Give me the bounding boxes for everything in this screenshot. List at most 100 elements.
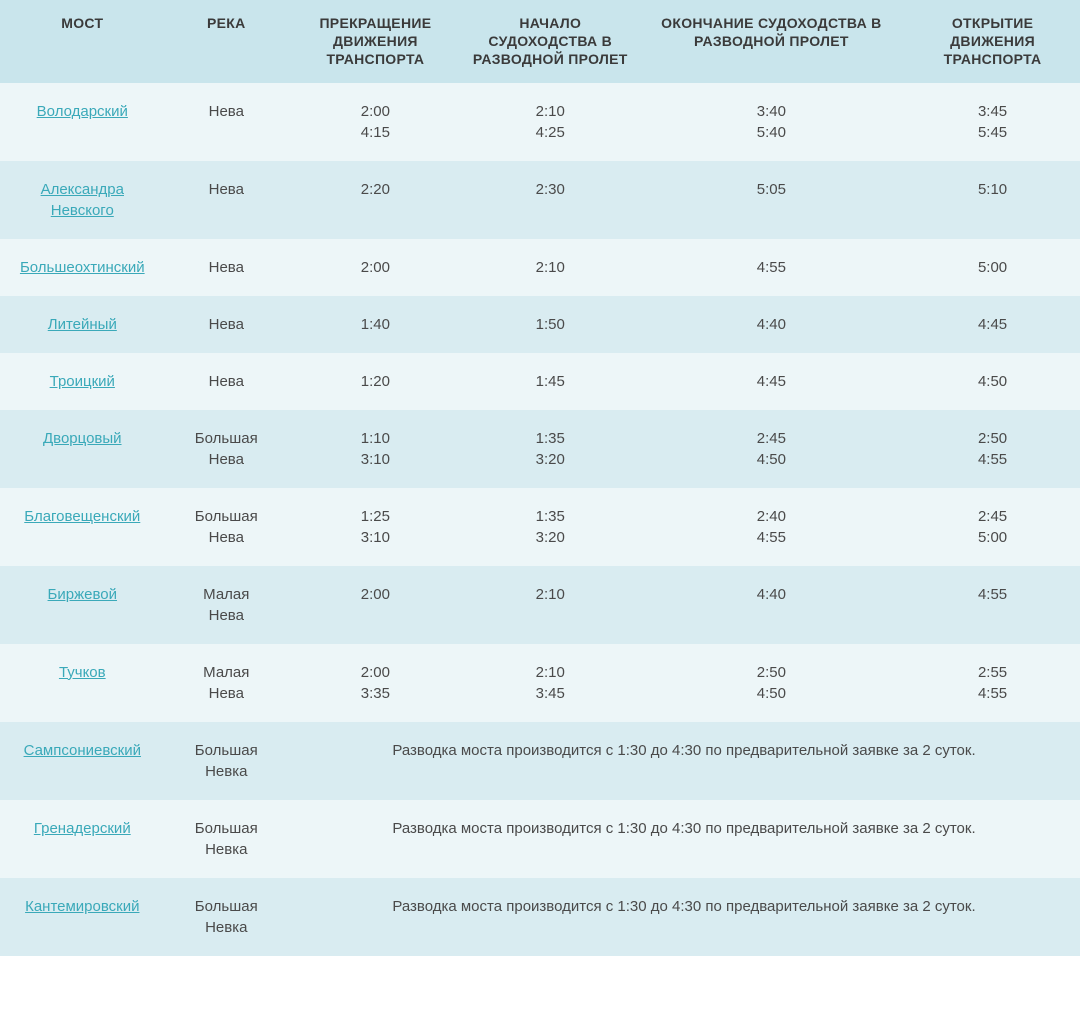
bridge-cell: Большеохтинский — [0, 239, 165, 296]
bridge-link[interactable]: Литейный — [48, 316, 117, 333]
open-cell-value: 5:10 — [978, 181, 1007, 198]
end-nav-cell: 4:40 — [638, 566, 905, 644]
end-nav-cell-value: 4:45 — [757, 373, 786, 390]
open-cell-value: 5:00 — [978, 529, 1007, 546]
stop-cell-value: 2:00 — [361, 586, 390, 603]
table-row: ГренадерскийБольшаяНевкаРазводка моста п… — [0, 800, 1080, 878]
open-cell: 2:55 4:55 — [905, 644, 1080, 722]
open-cell-value: 2:55 — [978, 664, 1007, 681]
col-header-end-nav: ОКОНЧАНИЕ СУДОХОДСТВА В РАЗВОДНОЙ ПРОЛЕТ — [638, 0, 905, 83]
open-cell-value: 4:55 — [978, 685, 1007, 702]
table-header-row: МОСТ РЕКА ПРЕКРАЩЕНИЕ ДВИЖЕНИЯ ТРАНСПОРТ… — [0, 0, 1080, 83]
table-row: ДворцовыйБольшаяНева1:103:101:353:202:45… — [0, 410, 1080, 488]
bridge-cell: Тучков — [0, 644, 165, 722]
start-nav-cell-value: 1:45 — [536, 373, 565, 390]
stop-cell-value: 2:00 — [361, 259, 390, 276]
bridge-cell: Благовещенский — [0, 488, 165, 566]
stop-cell: 1:25 3:10 — [288, 488, 463, 566]
open-cell-value: 5:00 — [978, 259, 1007, 276]
start-nav-cell: 2:103:45 — [463, 644, 638, 722]
river-cell: БольшаяНева — [165, 410, 288, 488]
river-cell: МалаяНева — [165, 566, 288, 644]
open-cell: 2:45 5:00 — [905, 488, 1080, 566]
bridge-cell: Литейный — [0, 296, 165, 353]
start-nav-cell: 1:45 — [463, 353, 638, 410]
table-row: КантемировскийБольшаяНевкаРазводка моста… — [0, 878, 1080, 956]
end-nav-cell-value: 4:55 — [757, 259, 786, 276]
bridge-cell: Троицкий — [0, 353, 165, 410]
stop-cell-value: 2:20 — [361, 181, 390, 198]
bridge-link[interactable]: Сампсониевский — [24, 742, 141, 759]
open-cell-value: 4:55 — [978, 586, 1007, 603]
river-cell: БольшаяНева — [165, 488, 288, 566]
end-nav-cell: 2:50 4:50 — [638, 644, 905, 722]
start-nav-cell-value: 3:20 — [536, 451, 565, 468]
start-nav-cell-value: 1:50 — [536, 316, 565, 333]
table-row: Александра НевскогоНева2:202:305:055:10 — [0, 161, 1080, 239]
bridge-link[interactable]: Александра Невского — [41, 181, 124, 219]
open-cell: 2:504:55 — [905, 410, 1080, 488]
table-row: Володарский Нева2:004:15 2:10 4:25 3:40 5:40 3… — [0, 83, 1080, 161]
table-row: СампсониевскийБольшаяНевкаРазводка моста… — [0, 722, 1080, 800]
start-nav-cell-value: 4:25 — [536, 124, 565, 141]
open-cell-value: 2:45 — [978, 508, 1007, 525]
end-nav-cell: 4:45 — [638, 353, 905, 410]
bridge-link[interactable]: Дворцовый — [43, 430, 122, 447]
bridge-link[interactable]: Благовещенский — [24, 508, 140, 525]
open-cell: 3:455:45 — [905, 83, 1080, 161]
stop-cell: 2:003:35 — [288, 644, 463, 722]
end-nav-cell: 2:40 4:55 — [638, 488, 905, 566]
stop-cell-value: 3:10 — [361, 529, 390, 546]
end-nav-cell-value: 3:40 — [757, 103, 786, 120]
start-nav-cell: 2:30 — [463, 161, 638, 239]
end-nav-cell-value: 4:55 — [757, 529, 786, 546]
col-header-open: ОТКРЫТИЕ ДВИЖЕНИЯ ТРАНСПОРТА — [905, 0, 1080, 83]
col-header-bridge: МОСТ — [0, 0, 165, 83]
river-cell: Нева — [165, 296, 288, 353]
end-nav-cell-value: 4:40 — [757, 316, 786, 333]
bridge-link[interactable]: Большеохтинский — [20, 259, 145, 276]
river-cell: Нева — [165, 161, 288, 239]
end-nav-cell-value: 4:40 — [757, 586, 786, 603]
table-row: БлаговещенскийБольшаяНева1:253:101:353:2… — [0, 488, 1080, 566]
bridge-link[interactable]: Кантемировский — [25, 898, 139, 915]
bridge-link[interactable]: Гренадерский — [34, 820, 131, 837]
stop-cell: 2:00 — [288, 239, 463, 296]
start-nav-cell: 2:10 4:25 — [463, 83, 638, 161]
open-cell-value: 5:45 — [978, 124, 1007, 141]
stop-cell: 1:103:10 — [288, 410, 463, 488]
table-row: БольшеохтинскийНева2:002:104:555:00 — [0, 239, 1080, 296]
stop-cell-value: 2:00 — [361, 103, 390, 120]
start-nav-cell-value: 3:20 — [536, 529, 565, 546]
stop-cell-value: 3:10 — [361, 451, 390, 468]
start-nav-cell-value: 2:10 — [536, 586, 565, 603]
open-cell: 4:55 — [905, 566, 1080, 644]
end-nav-cell-value: 5:40 — [757, 124, 786, 141]
bridge-cell: Сампсониевский — [0, 722, 165, 800]
bridge-link[interactable]: Тучков — [59, 664, 106, 681]
bridge-link[interactable]: Троицкий — [50, 373, 115, 390]
open-cell: 4:45 — [905, 296, 1080, 353]
river-cell: Нева — [165, 83, 288, 161]
stop-cell: 1:20 — [288, 353, 463, 410]
col-header-river: РЕКА — [165, 0, 288, 83]
start-nav-cell: 1:50 — [463, 296, 638, 353]
start-nav-cell-value: 2:10 — [536, 103, 565, 120]
open-cell-value: 2:50 — [978, 430, 1007, 447]
end-nav-cell-value: 4:50 — [757, 685, 786, 702]
end-nav-cell-value: 2:45 — [757, 430, 786, 447]
end-nav-cell-value: 4:50 — [757, 451, 786, 468]
stop-cell-value: 1:25 — [361, 508, 390, 525]
bridge-link[interactable]: Биржевой — [48, 586, 117, 603]
bridge-link[interactable]: Володарский — [37, 103, 128, 120]
table-row: ЛитейныйНева1:401:504:404:45 — [0, 296, 1080, 353]
end-nav-cell: 4:40 — [638, 296, 905, 353]
table-row: ТучковМалаяНева2:003:352:103:452:504:502… — [0, 644, 1080, 722]
stop-cell-value: 1:20 — [361, 373, 390, 390]
end-nav-cell-value: 2:40 — [757, 508, 786, 525]
end-nav-cell-value: 2:50 — [757, 664, 786, 681]
river-cell: БольшаяНевка — [165, 878, 288, 956]
stop-cell: 2:004:15 — [288, 83, 463, 161]
stop-cell-value: 2:00 — [361, 664, 390, 681]
table-row: ТроицкийНева1:201:454:454:50 — [0, 353, 1080, 410]
